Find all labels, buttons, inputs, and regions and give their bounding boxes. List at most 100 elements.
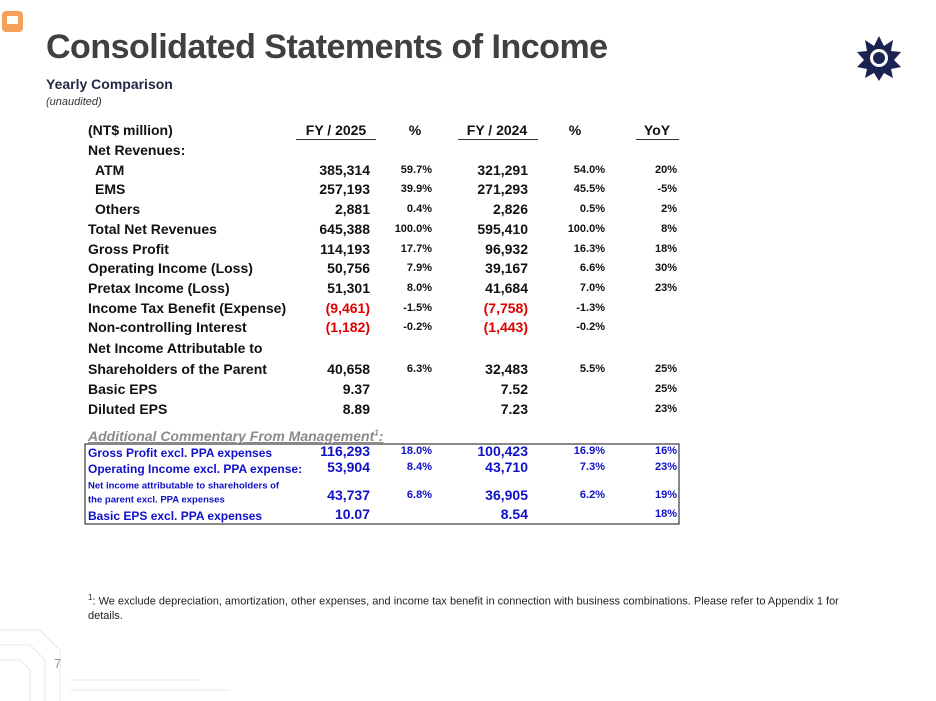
cell: 8.0% (406, 282, 432, 294)
cell: 18% (654, 243, 677, 255)
adjusted-label: the parent excl. PPA expenses (88, 494, 225, 506)
commentary-sup: 1 (374, 428, 379, 438)
adjusted-label: Basic EPS excl. PPA expenses (88, 509, 263, 523)
cell: 23% (654, 282, 677, 294)
cell: -5% (657, 183, 677, 195)
cell: 59.7% (400, 164, 432, 176)
cell: (1,182) (325, 319, 370, 335)
cell: 32,483 (485, 361, 528, 377)
cell: 5.5% (579, 363, 605, 375)
header-underline (296, 139, 376, 140)
adjusted-label: Operating Income excl. PPA expense: (88, 462, 303, 476)
cell: 96,932 (485, 241, 528, 257)
header-underline (458, 139, 538, 140)
adjusted-cell: 18.0% (400, 445, 432, 457)
cell: 7.9% (406, 262, 432, 274)
row-label: Shareholders of the Parent (88, 361, 267, 377)
column-header: FY / 2025 (305, 122, 367, 138)
footnote-sup: 1 (88, 593, 93, 602)
adjusted-cell: 16.9% (573, 445, 605, 457)
adjusted-cell: 116,293 (320, 443, 370, 459)
comment-icon-inner (7, 16, 18, 24)
cell: 17.7% (400, 243, 432, 255)
adjusted-cell: 16% (654, 445, 677, 457)
cell: 645,388 (319, 221, 370, 237)
cell: (9,461) (325, 300, 370, 316)
cell: 45.5% (573, 183, 605, 195)
cell: 7.23 (500, 401, 528, 417)
cell: -0.2% (403, 321, 432, 333)
page-number: 7 (54, 656, 62, 671)
cell: 7.0% (579, 282, 605, 294)
cell: -1.3% (576, 302, 605, 314)
adjusted-cell: 10.07 (334, 506, 370, 522)
note: (unaudited) (46, 96, 102, 108)
adjusted-cell: 100,423 (477, 443, 528, 459)
row-label: Diluted EPS (88, 401, 168, 417)
adjusted-label: Gross Profit excl. PPA expenses (88, 446, 273, 460)
cell: 39.9% (400, 183, 432, 195)
cell: 114,193 (320, 241, 370, 257)
cell: 271,293 (477, 181, 528, 197)
cell: 40,658 (327, 361, 370, 377)
circuit-decor (0, 629, 230, 701)
column-header: % (568, 122, 582, 138)
cell: 257,193 (319, 181, 370, 197)
header-underline (636, 139, 679, 140)
row-label: Basic EPS (88, 381, 158, 397)
cell: 7.52 (500, 381, 528, 397)
adjusted-cell: 18% (654, 508, 677, 520)
cell: 100.0% (394, 223, 432, 235)
adjusted-cell: 53,904 (327, 459, 370, 475)
cell: 41,684 (485, 280, 528, 296)
cell: -0.2% (576, 321, 605, 333)
title: Consolidated Statements of Income (46, 28, 608, 66)
adjusted-cell: 19% (654, 489, 677, 501)
column-header: % (408, 122, 422, 138)
cell: 25% (654, 383, 677, 395)
row-label: Others (95, 201, 141, 217)
cell: (1,443) (483, 319, 528, 335)
column-header: YoY (643, 122, 671, 138)
row-label: Net Revenues: (88, 142, 186, 158)
adjusted-cell: 6.8% (406, 489, 432, 501)
column-header: (NT$ million) (88, 122, 173, 138)
cell: -1.5% (403, 302, 432, 314)
cell: 2,826 (492, 201, 528, 217)
subtitle: Yearly Comparison (46, 76, 173, 92)
row-label: Operating Income (Loss) (88, 260, 253, 276)
cell: 30% (654, 262, 677, 274)
cell: 16.3% (573, 243, 605, 255)
adjusted-cell: 7.3% (579, 461, 605, 473)
adjusted-cell: 43,737 (327, 487, 370, 503)
adjusted-label: Net income attributable to shareholders … (88, 480, 280, 492)
row-label: Pretax Income (Loss) (88, 280, 230, 296)
cell: 20% (654, 164, 677, 176)
cell: 8% (661, 223, 677, 235)
cell: 50,756 (327, 260, 370, 276)
cell: 595,410 (477, 221, 528, 237)
adjusted-box (84, 443, 680, 525)
cell: 0.5% (579, 203, 605, 215)
cell: 6.3% (406, 363, 432, 375)
row-label: Income Tax Benefit (Expense) (88, 300, 287, 316)
logo (857, 36, 901, 81)
row-label: Non-controlling Interest (88, 319, 247, 335)
cell: 25% (654, 363, 677, 375)
cell: 54.0% (573, 164, 605, 176)
cell: 23% (654, 403, 677, 415)
adjusted-cell: 36,905 (485, 487, 528, 503)
cell: 0.4% (406, 203, 432, 215)
adjusted-cell: 8.54 (500, 506, 528, 522)
cell: 6.6% (579, 262, 605, 274)
row-label: Net Income Attributable to (88, 340, 263, 356)
row-label: EMS (95, 181, 126, 197)
adjusted-cell: 23% (654, 461, 677, 473)
column-header: FY / 2024 (466, 122, 528, 138)
cell: 39,167 (485, 260, 528, 276)
cell: 2% (661, 203, 677, 215)
cell: 51,301 (327, 280, 370, 296)
commentary-suffix: : (378, 428, 384, 444)
adjusted-cell: 43,710 (485, 459, 528, 475)
